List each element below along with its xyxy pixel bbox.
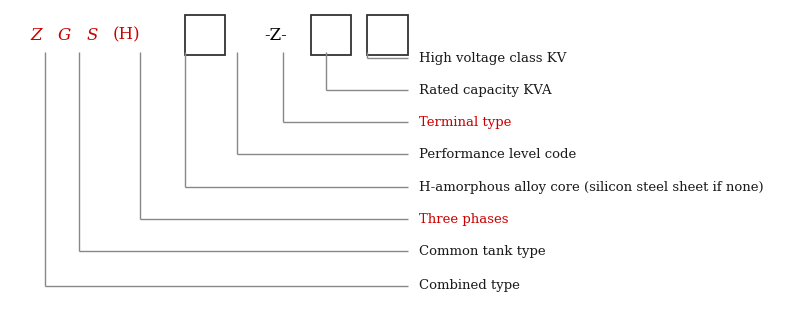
Text: (H): (H): [112, 27, 140, 44]
Text: High voltage class KV: High voltage class KV: [419, 52, 566, 65]
Text: -Z-: -Z-: [265, 27, 287, 44]
Text: Common tank type: Common tank type: [419, 245, 546, 258]
Text: H-amorphous alloy core (silicon steel sheet if none): H-amorphous alloy core (silicon steel sh…: [419, 181, 764, 194]
Text: Terminal type: Terminal type: [419, 116, 512, 129]
Bar: [185, 15, 225, 55]
Text: Rated capacity KVA: Rated capacity KVA: [419, 84, 552, 97]
Text: S: S: [86, 27, 97, 44]
Text: Combined type: Combined type: [419, 280, 520, 292]
Bar: [367, 15, 408, 55]
Text: Three phases: Three phases: [419, 213, 508, 226]
Text: Z: Z: [30, 27, 42, 44]
Bar: [310, 15, 351, 55]
Text: Performance level code: Performance level code: [419, 148, 577, 161]
Text: G: G: [57, 27, 70, 44]
